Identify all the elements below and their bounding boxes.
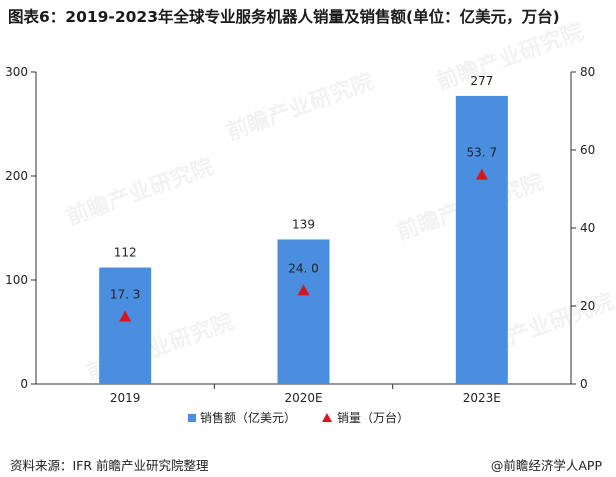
watermark-text: 前瞻产业研究院: [63, 154, 217, 231]
y-right-tick-label: 60: [580, 143, 595, 157]
y-right-tick-label: 20: [580, 299, 595, 313]
point-data-label: 17. 3: [110, 288, 141, 302]
y-right-tick-label: 0: [580, 377, 588, 391]
point-volume: [297, 284, 310, 296]
bar-data-label: 112: [114, 246, 137, 260]
legend-swatch-sales: [188, 414, 196, 422]
watermark-text: 前瞻产业研究院: [433, 19, 587, 96]
point-data-label: 24. 0: [288, 261, 319, 275]
y-left-tick-label: 0: [20, 377, 28, 391]
chart-svg: 前瞻产业研究院前瞻产业研究院前瞻产业研究院前瞻产业研究院前瞻产业研究院前瞻产业研…: [5, 19, 616, 425]
y-right-tick-label: 80: [580, 65, 595, 79]
y-left-tick-label: 100: [5, 273, 28, 287]
x-tick-label: 2020E: [284, 391, 322, 405]
x-tick-label: 2019: [110, 391, 141, 405]
point-volume: [119, 310, 132, 322]
point-data-label: 53. 7: [467, 146, 498, 160]
legend-label-sales: 销售额（亿美元）: [200, 410, 296, 425]
bar-data-label: 139: [292, 217, 315, 231]
y-left-tick-label: 300: [5, 65, 28, 79]
bar-sales: [455, 95, 508, 385]
chart-title: 图表6：2019-2023年全球专业服务机器人销量及销售额(单位：亿美元，万台): [8, 8, 560, 26]
watermark-text: 前瞻产业研究院: [223, 69, 377, 146]
x-tick-label: 2023E: [463, 391, 501, 405]
point-volume: [475, 168, 488, 180]
bar-data-label: 277: [470, 74, 493, 88]
source-note: 资料来源：IFR 前瞻产业研究院整理: [10, 458, 209, 473]
legend-marker-volume: [322, 413, 332, 422]
y-right-tick-label: 40: [580, 221, 595, 235]
credit-note: @前瞻经济学人APP: [490, 458, 602, 473]
y-left-tick-label: 200: [5, 169, 28, 183]
bar-sales: [99, 267, 152, 384]
bar-sales: [277, 239, 330, 384]
legend-label-volume: 销量（万台）: [337, 410, 409, 425]
